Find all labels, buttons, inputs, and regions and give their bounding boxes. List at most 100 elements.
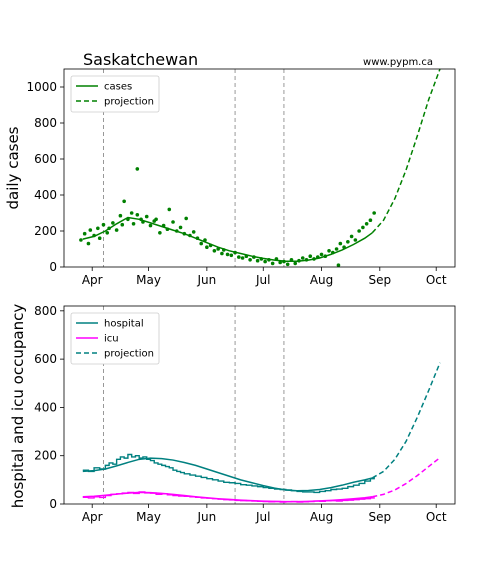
case-point [188, 233, 192, 238]
x-tick-label: Apr [82, 273, 103, 287]
case-point [372, 211, 376, 215]
case-point [255, 258, 260, 263]
case-point [144, 214, 149, 219]
case-point [323, 254, 328, 258]
case-point [285, 262, 290, 267]
case-point [191, 230, 196, 234]
case-point [319, 252, 324, 257]
case-point [346, 240, 350, 244]
legend-box [70, 75, 160, 113]
case-point [357, 229, 361, 233]
case-point [368, 218, 373, 222]
case-point [148, 223, 153, 228]
region-title: Saskatchewan [83, 50, 198, 69]
cases-panel: 0 200 400 600 800 1000 Apr May Jun Jul Aug Sep Oct ca… [26, 68, 456, 287]
case-point [282, 259, 286, 264]
case-point [139, 217, 143, 222]
case-point [178, 225, 183, 230]
case-point [171, 220, 175, 224]
model-line [82, 216, 373, 262]
case-point [135, 213, 140, 217]
case-point [225, 252, 230, 257]
case-point [97, 236, 102, 240]
x-tick-label: Jun [196, 273, 216, 287]
case-point [195, 236, 200, 240]
case-point [342, 245, 346, 249]
case-point [120, 222, 125, 227]
case-point [220, 251, 224, 256]
website-label: www.pypm.ca [363, 57, 433, 68]
case-point [111, 221, 115, 225]
case-point [349, 234, 354, 239]
legend-label: hospital [104, 319, 144, 330]
bottom-y-axis-label: hospital and icu occupancy [9, 304, 27, 509]
case-point [101, 222, 106, 227]
data-step-line [82, 491, 375, 503]
axes-frame [63, 68, 456, 268]
case-point [212, 249, 217, 253]
case-point [199, 241, 204, 246]
case-point [205, 245, 209, 249]
case-point [244, 254, 249, 258]
y-tick-label: 800 [34, 304, 57, 318]
legend-label: cases [104, 82, 132, 93]
case-point [353, 238, 358, 242]
case-point [274, 257, 279, 261]
occupancy-panel: 0 200 400 600 800 Apr May Jun Jul Aug Sep Oct hospit… [34, 304, 456, 524]
case-point [312, 257, 316, 261]
case-point [141, 220, 145, 224]
data-step-line [82, 453, 375, 494]
y-tick-label: 400 [34, 400, 57, 414]
x-tick-label: May [136, 510, 161, 524]
model-line [82, 457, 373, 492]
case-point [82, 231, 87, 236]
case-point [88, 228, 93, 232]
y-tick-label: 200 [34, 449, 57, 463]
case-point [107, 226, 111, 231]
case-point [154, 217, 158, 222]
case-point [79, 238, 83, 242]
x-tick-label: Sep [368, 273, 391, 287]
case-point [161, 223, 166, 228]
case-point [105, 231, 110, 235]
case-point [293, 261, 298, 266]
x-tick-label: Aug [310, 273, 333, 287]
case-point [96, 226, 100, 231]
case-point [114, 228, 119, 232]
y-tick-label: 400 [34, 188, 57, 202]
case-point [304, 258, 309, 262]
case-point [336, 263, 341, 267]
legend-box [70, 312, 160, 365]
y-tick-label: 1000 [26, 80, 57, 94]
case-point [118, 213, 123, 218]
case-point [327, 249, 331, 253]
case-point [203, 238, 207, 242]
case-point [158, 231, 162, 235]
case-point [334, 247, 339, 251]
case-point [184, 216, 188, 221]
plot-area [82, 306, 441, 504]
case-point [122, 199, 126, 204]
x-tick-label: Oct [426, 273, 447, 287]
case-point [165, 227, 170, 231]
case-point [131, 222, 136, 226]
y-tick-label: 600 [34, 352, 57, 366]
case-point [182, 231, 187, 236]
case-point [229, 253, 234, 258]
case-point [308, 254, 313, 258]
case-point [92, 233, 96, 238]
case-point [315, 255, 320, 259]
case-point [331, 250, 335, 255]
x-tick-label: Sep [368, 510, 391, 524]
x-tick-label: Jul [255, 273, 270, 287]
case-point [174, 229, 179, 233]
case-point [129, 211, 134, 215]
y-tick-label: 200 [34, 224, 57, 238]
case-point [221, 248, 226, 252]
case-point [259, 257, 264, 261]
y-tick-label: 600 [34, 152, 57, 166]
case-point [167, 207, 172, 212]
top-y-axis-label: daily cases [4, 126, 22, 209]
axes-frame [63, 305, 456, 505]
